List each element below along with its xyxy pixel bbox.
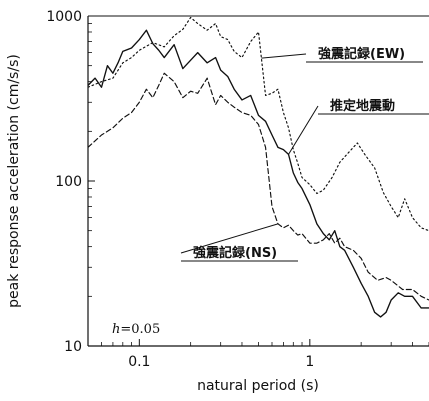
damping-note-prefix: h [112,322,120,337]
y-axis-label: peak response acceleration (cm/s/s) [6,54,22,308]
annotation-leader-ew [261,53,307,59]
y-tick-label-0: 10 [64,339,82,355]
y-tick-label-1: 100 [55,174,82,190]
annotation-leader-ns [180,223,279,254]
annotation-leader-estimated [288,105,319,155]
x-tick-label-0: 0.1 [128,354,150,370]
series-line-ew [88,16,429,232]
damping-note: h=0.05 [112,322,160,337]
annotation-label-estimated: 推定地震動 [330,98,395,114]
series-line-estimated [88,29,429,318]
annotation-label-ns: 強震記録(NS) [193,245,277,261]
x-tick-label-1: 1 [305,354,314,370]
x-axis-label: natural period (s) [197,378,319,394]
y-tick-label-2: 1000 [46,9,82,25]
damping-note-suffix: =0.05 [120,322,160,337]
annotation-label-ew: 強震記録(EW) [318,46,405,62]
series-line-ns [88,72,429,301]
